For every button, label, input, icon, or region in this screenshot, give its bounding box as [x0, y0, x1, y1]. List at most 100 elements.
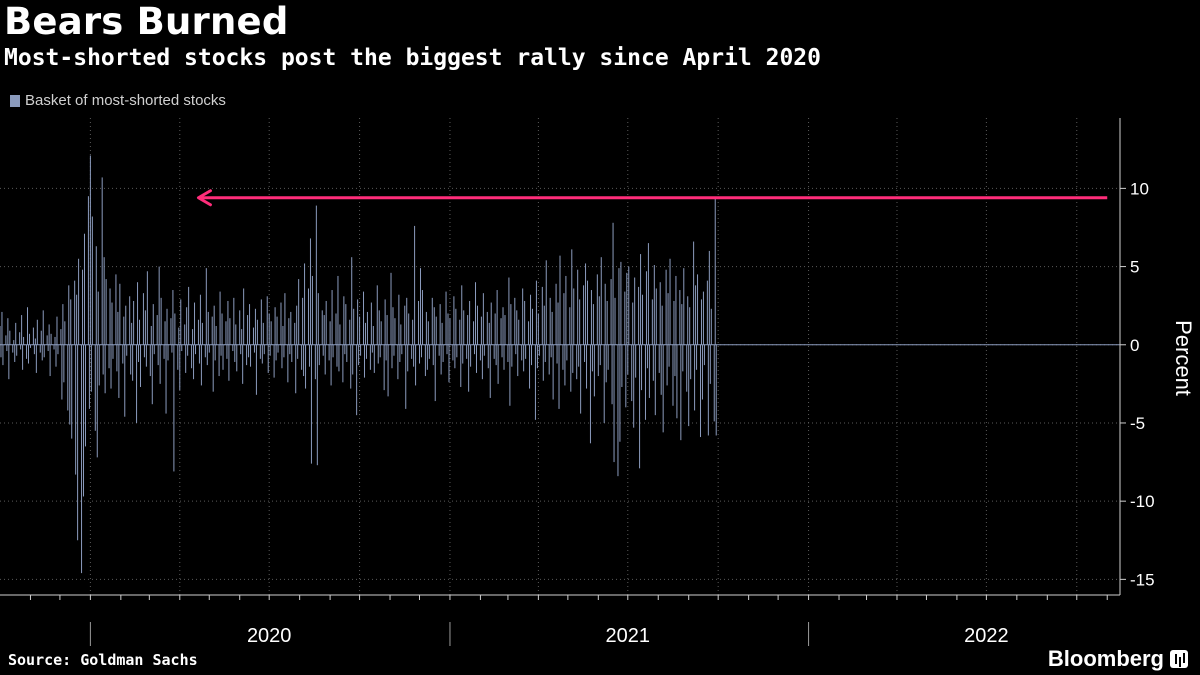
bar — [131, 322, 133, 345]
bar — [518, 319, 520, 345]
bar — [669, 258, 671, 345]
bar — [680, 344, 682, 441]
bar — [339, 324, 341, 345]
bar — [330, 344, 332, 386]
bar — [178, 327, 180, 345]
bar — [476, 305, 478, 345]
bar — [22, 344, 24, 370]
bar — [39, 344, 41, 353]
bar — [445, 291, 447, 345]
bar — [227, 300, 229, 345]
bar — [198, 344, 200, 364]
bar — [668, 344, 670, 367]
bar — [60, 329, 62, 345]
bars — [0, 155, 1120, 574]
bar — [165, 344, 167, 414]
bar — [357, 299, 359, 345]
bar — [152, 304, 154, 345]
bar — [1, 311, 3, 345]
bar — [496, 290, 498, 345]
bar — [531, 308, 533, 345]
bar — [316, 344, 318, 466]
bar — [387, 344, 389, 397]
bar — [541, 286, 543, 345]
bar — [69, 344, 71, 425]
bar — [242, 344, 244, 384]
bar — [57, 344, 59, 355]
bar — [706, 280, 708, 345]
bar — [634, 277, 636, 345]
bar — [709, 344, 711, 384]
bar — [655, 288, 657, 345]
bar — [208, 344, 210, 353]
bar — [322, 344, 324, 356]
bar — [571, 249, 573, 345]
bar — [164, 321, 166, 345]
bar — [619, 344, 621, 442]
bar — [138, 344, 140, 362]
bar — [545, 260, 547, 345]
bar — [222, 344, 224, 370]
bar — [556, 344, 558, 364]
bar — [149, 344, 151, 377]
bar — [331, 290, 333, 345]
bar — [529, 344, 531, 389]
bar — [618, 268, 620, 345]
bar — [173, 344, 175, 472]
bar — [117, 311, 119, 345]
bar — [49, 344, 51, 377]
bar — [591, 344, 593, 372]
bar — [570, 344, 572, 392]
bar — [569, 307, 571, 345]
bar — [332, 344, 334, 358]
bar — [504, 315, 506, 345]
bar — [78, 258, 80, 345]
bar — [425, 311, 427, 345]
bar — [697, 274, 699, 345]
bar — [35, 344, 37, 373]
bar — [146, 271, 148, 345]
y-axis-label: Percent — [1171, 320, 1196, 396]
bar — [77, 344, 79, 541]
bar — [5, 335, 7, 345]
bar — [68, 285, 70, 345]
bar — [543, 305, 545, 345]
bar — [393, 344, 395, 356]
bar — [534, 344, 536, 420]
bar — [109, 288, 111, 345]
bar — [124, 344, 126, 417]
bar — [294, 322, 296, 345]
bar — [243, 288, 245, 345]
bar — [407, 344, 409, 372]
bar — [544, 344, 546, 362]
bar — [694, 344, 696, 411]
bar — [46, 335, 48, 345]
bar — [555, 283, 557, 345]
bar — [566, 344, 568, 361]
bar — [310, 344, 312, 464]
bar — [26, 344, 28, 359]
bar — [439, 304, 441, 345]
bar — [446, 344, 448, 355]
bar — [76, 294, 78, 345]
bar — [542, 344, 544, 381]
bar — [611, 344, 613, 405]
bar — [700, 299, 702, 345]
bar — [514, 297, 516, 345]
axes: 10 5 0 -5 -10 -15 2020 2021 2022 — [0, 118, 1155, 647]
bar — [207, 311, 209, 345]
bar — [16, 344, 18, 356]
bar — [586, 344, 588, 389]
bar — [233, 297, 235, 345]
bar — [391, 344, 393, 369]
bar — [399, 344, 401, 362]
bar — [627, 344, 629, 375]
bar — [160, 297, 162, 345]
bar — [481, 344, 483, 380]
annotation-arrow-head — [196, 189, 212, 207]
bar — [27, 344, 29, 364]
bar — [184, 324, 186, 345]
bar — [215, 326, 217, 345]
bar — [617, 344, 619, 477]
bar — [620, 261, 622, 345]
